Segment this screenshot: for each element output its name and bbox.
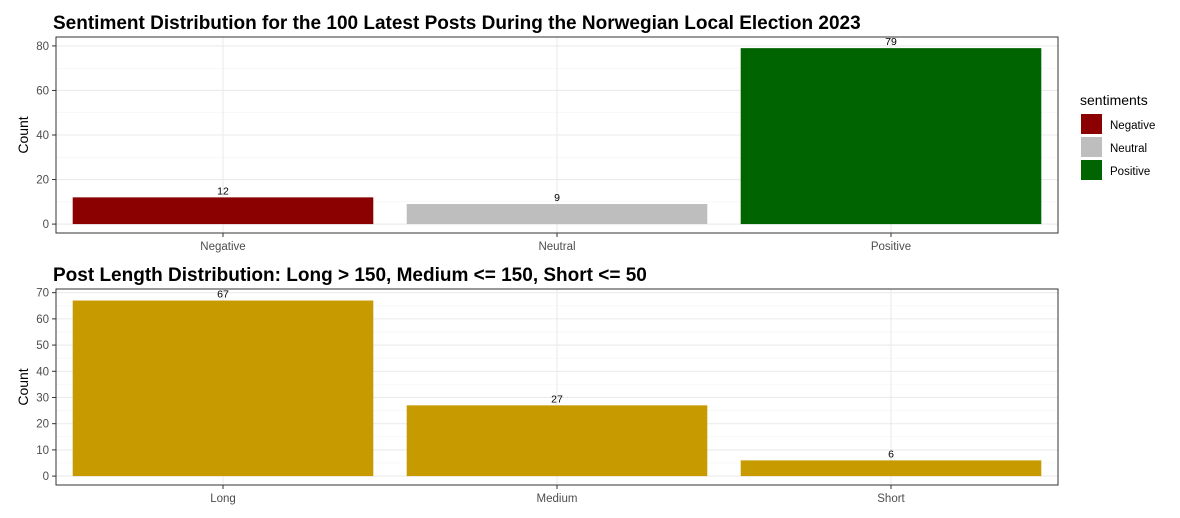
data-label-long: 67 [217,289,229,301]
length-bars [72,300,1042,477]
legend-key-negative [1081,114,1102,134]
sentiment-y-tick-label: 20 [36,175,49,187]
sentiment-chart-title: Sentiment Distribution for the 100 Lates… [53,13,861,34]
length-y-tick-label: 70 [36,288,49,300]
sentiment-x-tick-label: Neutral [538,241,575,253]
data-label-negative: 12 [217,185,229,197]
legend-label-neutral: Neutral [1110,143,1147,155]
legend-label-negative: Negative [1110,120,1155,132]
length-y-tick-label: 0 [43,471,49,483]
length-chart: Post Length Distribution: Long > 150, Me… [15,265,1059,505]
sentiment-y-tick-label: 0 [43,219,49,231]
bar-neutral [406,204,708,225]
data-label-medium: 27 [551,393,563,405]
length-chart-title: Post Length Distribution: Long > 150, Me… [53,265,647,286]
bar-negative [72,197,374,225]
data-label-positive: 79 [885,36,897,48]
sentiment-y-axis-title: Count [15,116,31,153]
data-label-short: 6 [888,448,894,460]
sentiment-y-tick-label: 40 [36,130,49,142]
length-y-tick-label: 30 [36,392,49,404]
sentiment-x-tick-label: Positive [871,241,911,253]
bar-medium [406,405,708,477]
legend-title: sentiments [1080,92,1148,108]
length-data-labels: 67 27 6 [217,289,894,461]
sentiment-y-ticks: 0 20 40 60 80 [36,41,56,231]
length-y-ticks: 0 10 20 30 40 50 60 70 [36,288,56,483]
sentiment-x-tick-label: Negative [200,241,245,253]
sentiment-legend: sentiments Negative Neutral Positive [1080,92,1155,180]
length-y-tick-label: 40 [36,366,49,378]
legend-key-neutral [1081,137,1102,157]
length-x-ticks: Long Medium Short [210,485,906,505]
length-y-tick-label: 20 [36,419,49,431]
length-x-tick-label: Short [877,493,905,505]
data-label-neutral: 9 [554,192,560,204]
legend-label-positive: Positive [1110,166,1150,178]
length-y-tick-label: 60 [36,314,49,326]
length-x-tick-label: Long [210,493,236,505]
sentiment-chart: Sentiment Distribution for the 100 Lates… [15,13,1059,253]
legend-entries: Negative Neutral Positive [1081,114,1155,180]
sentiment-y-tick-label: 60 [36,85,49,97]
legend-key-positive [1081,160,1102,180]
length-y-tick-label: 50 [36,340,49,352]
bar-positive [740,48,1042,225]
sentiment-x-ticks: Negative Neutral Positive [200,233,911,253]
sentiment-bars [72,48,1042,225]
sentiment-data-labels: 12 9 79 [217,36,897,204]
bar-long [72,300,374,477]
length-y-tick-label: 10 [36,445,49,457]
length-y-axis-title: Count [15,368,31,405]
bar-short [740,460,1042,477]
length-x-tick-label: Medium [537,493,578,505]
sentiment-y-tick-label: 80 [36,41,49,53]
